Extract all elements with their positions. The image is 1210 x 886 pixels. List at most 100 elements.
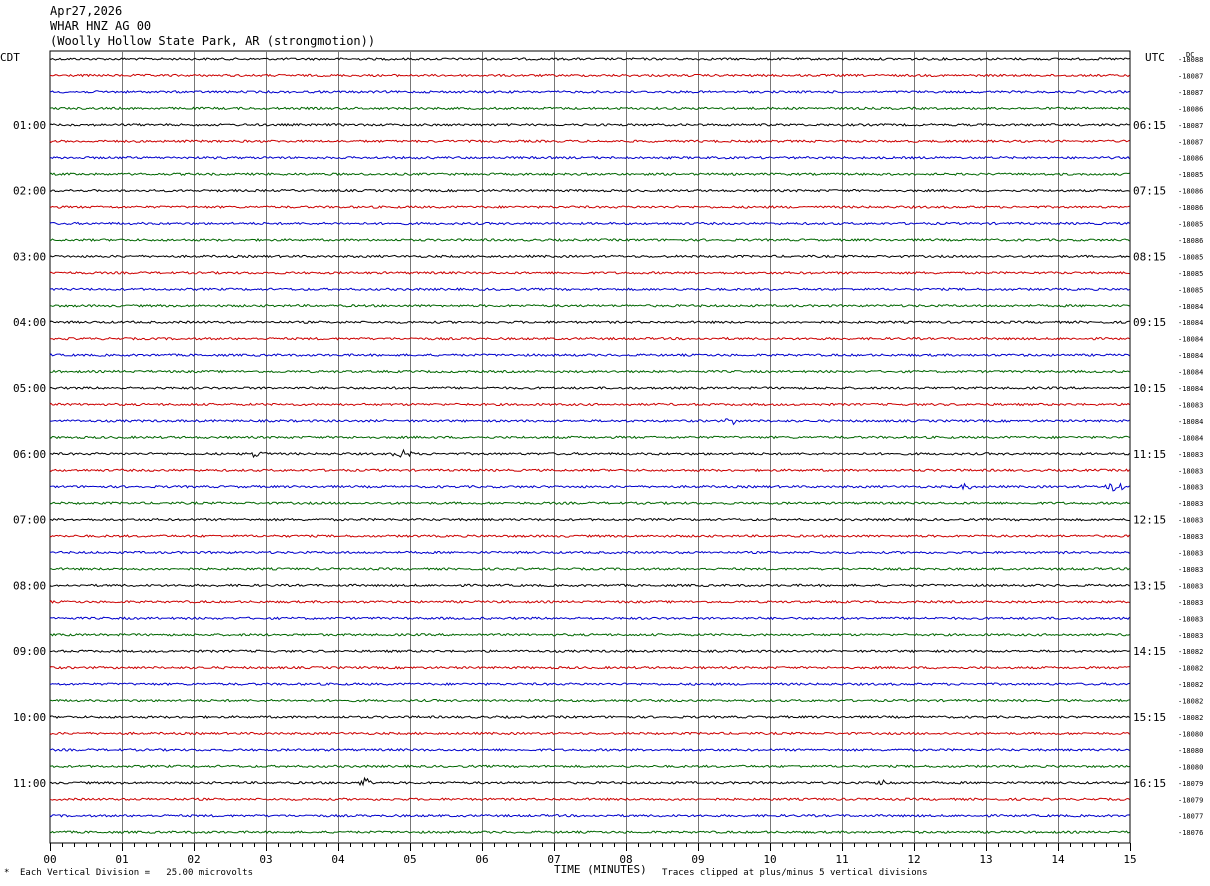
dc-offset-label: -18087: [1178, 89, 1203, 97]
dc-offset-label: -18087: [1178, 138, 1203, 146]
trace-line: [49, 122, 1130, 127]
dc-offset-label: -18084: [1178, 434, 1203, 442]
trace-line: [49, 89, 1130, 94]
hour-label-left: 07:00: [13, 514, 46, 527]
trace-line: [49, 139, 1130, 144]
trace-line: [49, 221, 1130, 226]
trace-line: [49, 567, 1130, 571]
dc-offset-label: -18083: [1178, 632, 1203, 640]
trace-line: [50, 73, 1130, 78]
x-tick-label: 08: [619, 853, 632, 866]
x-tick-label: 05: [403, 853, 416, 866]
dc-offset-label: -18086: [1178, 105, 1203, 113]
dc-offset-label: -18083: [1178, 517, 1203, 525]
trace-line: [49, 797, 1130, 802]
trace-line: [49, 448, 1130, 459]
dc-offset-label: -18084: [1178, 385, 1203, 393]
trace-line: [49, 435, 1130, 440]
dc-offset-label: -18084: [1178, 418, 1203, 426]
dc-offset-label: -18085: [1178, 221, 1203, 229]
station-code: WHAR HNZ AG 00: [50, 19, 152, 33]
trace-line: [49, 764, 1130, 769]
trace-line: [49, 386, 1130, 390]
x-tick-label: 10: [763, 853, 776, 866]
x-axis-title: TIME (MINUTES): [554, 863, 647, 876]
dc-offset-label: -18083: [1178, 566, 1203, 574]
dc-offset-label: -18076: [1178, 829, 1203, 837]
trace-line: [49, 550, 1130, 555]
dc-offset-label: -18087: [1178, 122, 1203, 130]
dc-offset-label: -18087: [1178, 72, 1203, 80]
dc-offset-label: -18082: [1178, 665, 1203, 673]
hour-label-right: 13:15: [1133, 579, 1166, 592]
trace-line: [49, 155, 1130, 160]
trace-line: [49, 369, 1130, 374]
x-tick-label: 01: [115, 853, 128, 866]
hour-label-right: 14:15: [1133, 645, 1166, 658]
dc-offset-label: -18085: [1178, 270, 1203, 278]
trace-line: [49, 303, 1130, 308]
dc-offset-label: -18083: [1178, 451, 1203, 459]
trace-line: [49, 649, 1130, 654]
trace-line: [49, 106, 1130, 111]
hour-label-right: 06:15: [1133, 119, 1166, 132]
hour-label-left: 11:00: [13, 777, 46, 790]
trace-line: [49, 731, 1130, 736]
hour-label-left: 10:00: [13, 711, 46, 724]
hour-label-right: 12:15: [1133, 514, 1166, 527]
trace-line: [49, 682, 1130, 686]
x-tick-label: 06: [475, 853, 488, 866]
scale-note: Each Vertical Division = 25.00 microvolt…: [20, 868, 253, 878]
hour-label-right: 11:15: [1133, 448, 1166, 461]
dc-offset-label: -18083: [1178, 615, 1203, 623]
dc-offset-label: -18083: [1178, 467, 1203, 475]
dc-offset-label: -18079: [1178, 796, 1203, 804]
x-tick-label: 11: [835, 853, 848, 866]
trace-line: [49, 534, 1130, 538]
trace-line: [49, 747, 1130, 752]
x-tick-label: 12: [907, 853, 920, 866]
trace-line: [49, 698, 1130, 703]
axis-labels: 00 01 02 03 04 05 06 07 08 09 10 11 12 13 14 15 -18088 -1…: [13, 56, 1203, 866]
hour-label-left: 06:00: [13, 448, 46, 461]
dc-offset-label: -18083: [1178, 484, 1203, 492]
trace-line: [49, 270, 1130, 275]
trace-line: [49, 776, 1130, 787]
dc-offset-label: -18083: [1178, 582, 1203, 590]
trace-line: [49, 188, 1130, 193]
trace-line: [49, 468, 1130, 473]
seismic-traces: [49, 57, 1130, 835]
trace-line: [49, 482, 1130, 492]
x-tick-label: 03: [259, 853, 272, 866]
trace-line: [49, 172, 1130, 176]
hour-label-left: 02:00: [13, 185, 46, 198]
hour-label-right: 16:15: [1133, 777, 1166, 790]
right-timezone-label: UTC: [1145, 51, 1165, 64]
left-timezone-label: CDT: [0, 51, 20, 64]
x-tick-label: 15: [1123, 853, 1136, 866]
trace-line: [49, 57, 1130, 61]
hour-label-left: 08:00: [13, 579, 46, 592]
hour-label-right: 09:15: [1133, 316, 1166, 329]
trace-line: [49, 517, 1130, 522]
dc-offset-label: -18084: [1178, 369, 1203, 377]
x-tick-label: 09: [691, 853, 704, 866]
dc-offset-label: -18086: [1178, 237, 1203, 245]
hour-label-left: 09:00: [13, 645, 46, 658]
hour-label-right: 10:15: [1133, 382, 1166, 395]
star-marker: *: [4, 868, 10, 878]
x-tick-label: 02: [187, 853, 200, 866]
dc-offset-label: -18080: [1178, 747, 1203, 755]
dc-offset-label: -18080: [1178, 763, 1203, 771]
dc-offset-label: -18085: [1178, 171, 1203, 179]
trace-line: [49, 418, 1130, 426]
hour-label-left: 01:00: [13, 119, 46, 132]
x-tick-label: 14: [1051, 853, 1065, 866]
trace-line: [49, 336, 1130, 341]
x-tick-label: 00: [43, 853, 56, 866]
hour-label-right: 08:15: [1133, 250, 1166, 263]
trace-line: [49, 715, 1130, 719]
dc-offset-label: -18083: [1178, 401, 1203, 409]
hour-label-left: 05:00: [13, 382, 46, 395]
